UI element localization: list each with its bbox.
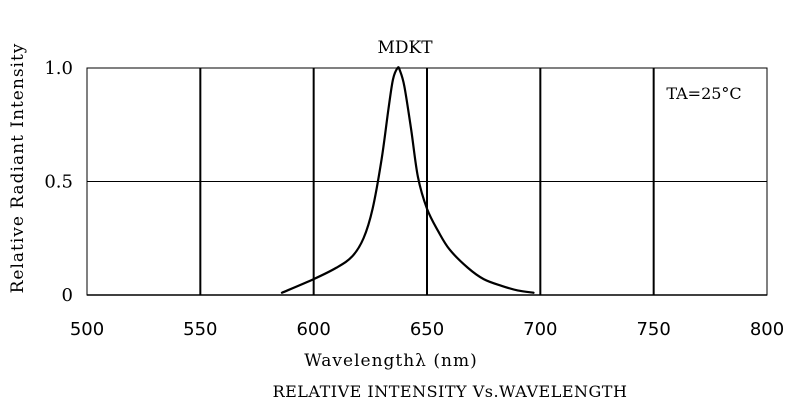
grid-lines [87,68,767,296]
x-tick-label-650: 650 [410,319,444,340]
spectrum-curve-0 [280,66,535,294]
y-tick-label-2: 1.0 [44,58,73,79]
x-tick-label-750: 750 [636,319,670,340]
y-tick-label-1: 0.5 [44,172,73,193]
chart-subtitle: RELATIVE INTENSITY Vs.WAVELENGTH [273,382,628,401]
chart-title: MDKT [377,38,433,58]
y-tick-labels: 0 0.5 1.0 [44,58,73,306]
y-axis-label: Relative Radiant Intensity [8,43,28,294]
temperature-annotation: TA=25°C [666,84,741,103]
x-tick-label-600: 600 [296,319,330,340]
x-tick-label-800: 800 [750,319,784,340]
x-tick-label-700: 700 [523,319,557,340]
x-tick-labels: 500 550 600 650 700 750 800 [70,319,784,340]
x-tick-label-500: 500 [70,319,104,340]
y-tick-label-0: 0 [62,285,73,306]
x-axis-label: Wavelengthλ (nm) [304,351,477,371]
series-layer [280,66,535,294]
x-tick-label-550: 550 [183,319,217,340]
